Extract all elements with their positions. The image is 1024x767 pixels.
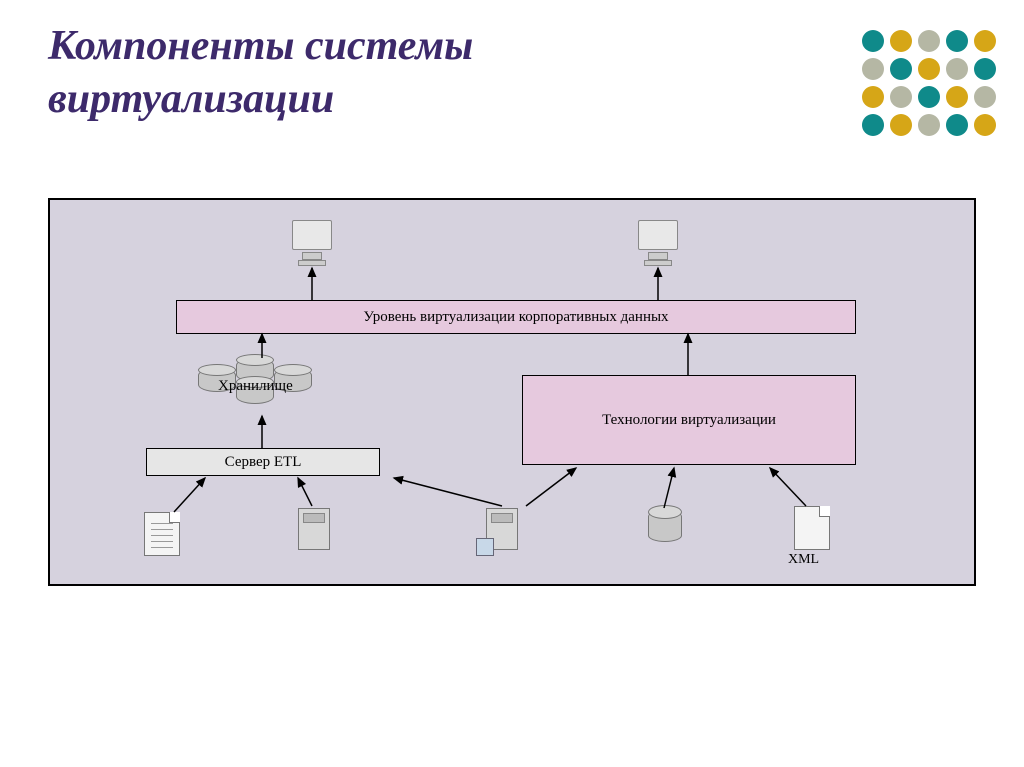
diagram-arrows [50,200,978,588]
title-line-2: виртуализации [48,73,473,126]
diagram-frame: Уровень виртуализации корпоративных данн… [48,198,976,586]
corner-decoration-dots [862,30,996,136]
title-line-1: Компоненты системы [48,20,473,73]
slide-title: Компоненты системы виртуализации [48,20,473,125]
